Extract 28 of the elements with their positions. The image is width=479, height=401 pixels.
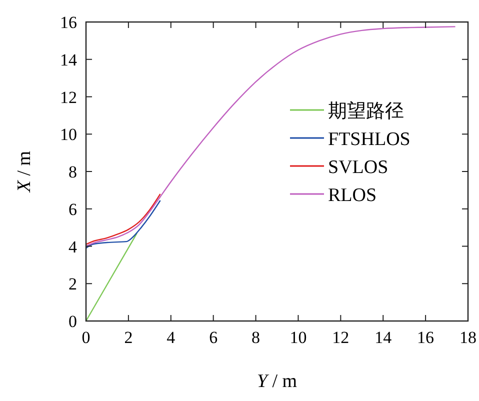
y-tick-label: 0 — [68, 312, 77, 331]
legend-label: 期望路径 — [328, 101, 404, 122]
y-tick-label: 2 — [68, 274, 77, 294]
x-tick-label: 6 — [209, 328, 218, 347]
x-tick-label: 2 — [124, 328, 133, 347]
x-tick-label: 12 — [332, 328, 350, 347]
x-tick-label: 10 — [290, 328, 307, 347]
legend-label: SVLOS — [328, 157, 388, 178]
x-tick-label: 14 — [374, 328, 392, 347]
y-tick-label: 14 — [60, 50, 78, 70]
line-series — [85, 26, 456, 247]
legend-label: RLOS — [328, 185, 377, 206]
line-series — [85, 193, 161, 245]
x-axis-title: Y / m — [256, 371, 298, 392]
y-tick-label: 12 — [60, 88, 77, 107]
x-tick-label: 4 — [166, 328, 176, 347]
x-tick-label: 0 — [82, 328, 90, 347]
legend-label: FTSHLOS — [328, 129, 410, 150]
line-series — [85, 200, 161, 249]
y-tick-label: 4 — [68, 237, 78, 256]
y-axis-title: X / m — [14, 150, 35, 194]
x-tick-label: 8 — [252, 328, 260, 347]
x-tick-label: 16 — [417, 328, 434, 347]
y-tick-label: 6 — [68, 200, 77, 219]
y-tick-label: 16 — [60, 13, 77, 32]
x-tick-label: 18 — [460, 328, 476, 347]
y-tick-label: 10 — [60, 125, 77, 144]
y-tick-label: 8 — [68, 162, 77, 182]
